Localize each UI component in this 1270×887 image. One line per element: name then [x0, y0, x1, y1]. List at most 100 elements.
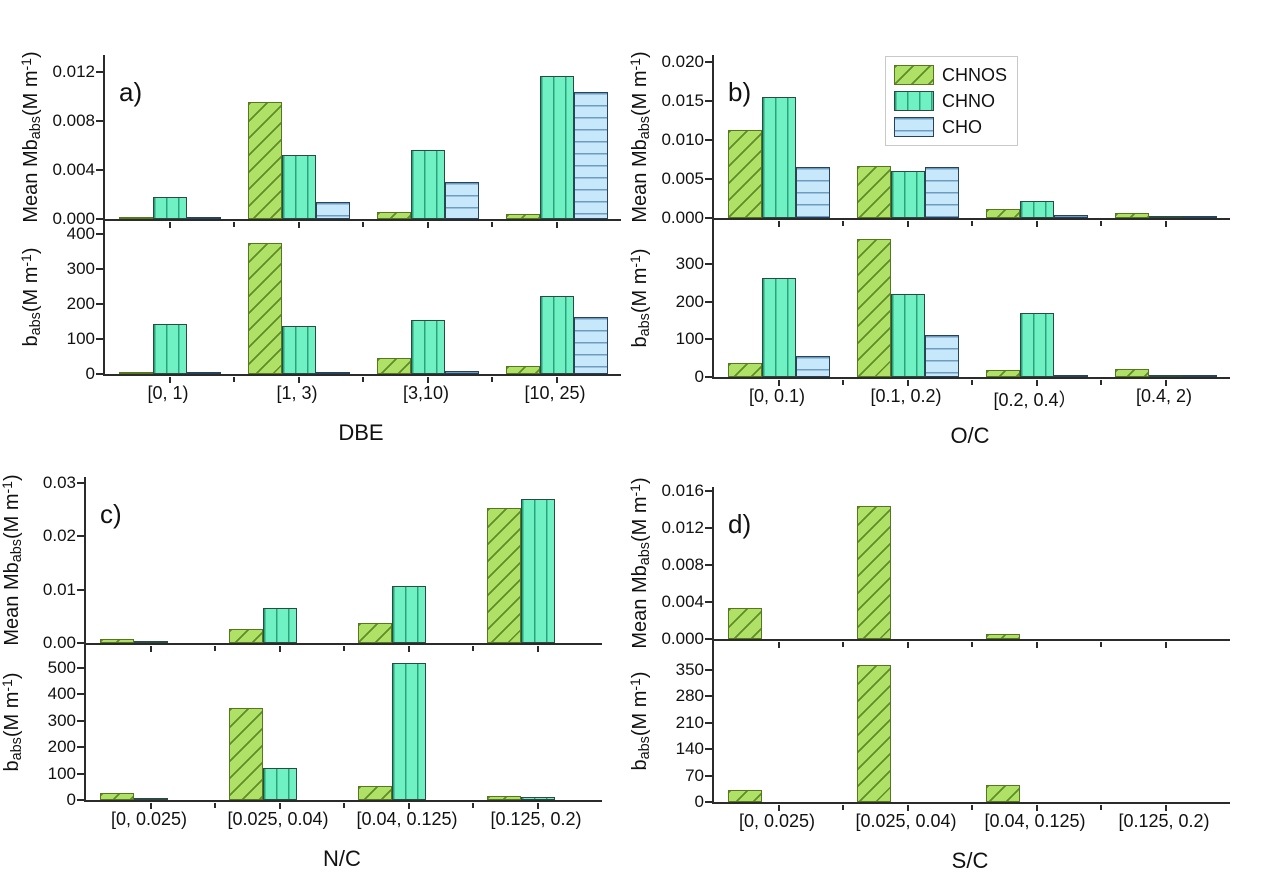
x-category-label: [0.1, 0.2) [870, 386, 942, 406]
y-tick-mark [705, 527, 712, 529]
bar-cho-cat0 [796, 167, 830, 218]
axis-label-fragment: (M m [1, 691, 24, 738]
bar-chnos-cat0 [100, 793, 134, 800]
x-category-label: [0.4, 2) [1135, 386, 1193, 406]
x-tick-mark [298, 222, 300, 228]
bar-chnos-cat1 [857, 166, 891, 218]
legend-row: CHNOS [894, 62, 1007, 88]
bar-chnos-cat2 [377, 212, 411, 219]
y-tick-mark [96, 338, 103, 340]
y-tick-mark [77, 642, 84, 644]
y-tick-mark [96, 268, 103, 270]
x-tick-mark [907, 642, 909, 648]
x-tick-mark [169, 377, 171, 383]
axis-label-fragment: ) [629, 671, 652, 679]
x-category-label: [0.025, 0.04) [855, 811, 957, 831]
bar-cho-cat2 [1054, 215, 1088, 218]
x-minor-tick-mark [842, 805, 844, 810]
bar-cho-cat3 [574, 317, 608, 374]
legend-row: CHNO [894, 88, 1007, 114]
y-tick-mark [705, 301, 712, 303]
bar-chno-cat0 [153, 197, 187, 219]
x-category-label: [0, 1) [147, 383, 189, 403]
y-tick-mark [705, 263, 712, 265]
x-tick-mark [778, 642, 780, 648]
bar-chno-cat3 [540, 76, 574, 219]
axis-label-fragment: Mean Mb [629, 139, 652, 223]
axis-label-fragment: -1 [18, 58, 35, 71]
y-tick-mark [96, 373, 103, 375]
x-minor-tick-mark [1100, 380, 1102, 385]
y-tick-label: 140 [675, 739, 704, 758]
x-category-label: [0.025, 0.04) [227, 809, 329, 829]
y-axis-label-bottom: babs(M m-1) [627, 672, 653, 771]
y-tick-mark [705, 638, 712, 640]
y-axis-label-top: Mean Mbabs(M m-1) [18, 51, 44, 222]
x-minor-tick-mark [1100, 642, 1102, 647]
bar-cho-cat1 [925, 167, 959, 218]
x-category-label: [0.04, 0.125) [356, 809, 458, 829]
y-tick-label: 0.010 [661, 130, 704, 149]
x-category-label: [0.2, 0.4） [993, 390, 1077, 410]
y-tick-mark [705, 178, 712, 180]
axis-label-fragment: (M m [629, 70, 652, 117]
panel-letter: c) [100, 499, 122, 529]
bar-chnos-cat2 [358, 623, 392, 643]
y-tick-mark [96, 169, 103, 171]
y-tick-label: 400 [66, 224, 95, 243]
y-tick-mark [705, 722, 712, 724]
bar-chnos-cat3 [1115, 213, 1149, 218]
panel-c: 0.00 0.01 0.02 0.03 Mean Mbabs(M m-1) 0 100 200… [0, 443, 635, 886]
y-tick-mark [705, 338, 712, 340]
x-category-label: [0, 0.1) [748, 386, 806, 406]
y-tick-label: 0.016 [661, 481, 704, 500]
bar-chnos-cat0 [728, 130, 762, 218]
x-category-label: [0.125, 0.2) [1118, 811, 1210, 831]
x-minor-tick-mark [971, 642, 973, 647]
subplot-top: 0.00 0.01 0.02 0.03 [43, 473, 602, 652]
x-minor-tick-mark [971, 380, 973, 385]
y-tick-label: 0 [694, 367, 704, 386]
x-tick-mark [150, 646, 152, 652]
subplot-top: 0.000 0.004 0.008 0.012 [52, 55, 621, 228]
y-tick-mark [77, 535, 84, 537]
axis-label-fragment: (M m [629, 267, 652, 314]
x-tick-mark [150, 803, 152, 809]
bar-chnos-cat2 [377, 358, 411, 374]
axis-label-fragment: -1 [18, 254, 35, 267]
x-minor-tick-mark [491, 377, 493, 382]
y-tick-label: 0.015 [661, 91, 704, 110]
legend-swatch-cho [894, 117, 934, 137]
x-category-label: [0.125, 0.2) [490, 809, 582, 829]
bar-chnos-cat2 [986, 370, 1020, 377]
bar-chnos-cat0 [119, 372, 153, 374]
axis-label-fragment: ) [20, 51, 43, 59]
x-minor-tick-mark [214, 803, 216, 808]
bar-chnos-cat3 [487, 796, 521, 800]
bar-chnos-cat2 [358, 786, 392, 800]
y-tick-mark [96, 120, 103, 122]
y-tick-label: 0 [66, 790, 76, 809]
axis-label-fragment: abs [8, 539, 25, 563]
bar-chno-cat1 [263, 608, 297, 643]
axis-label-fragment: b [629, 336, 652, 348]
panel-b: 0.000 0.005 0.010 0.015 0.020 Mean Mbabs(M m-… [627, 0, 1270, 448]
axis-label-fragment: Mean Mb [20, 139, 43, 223]
bar-chno-cat2 [1020, 201, 1054, 218]
x-category-label: [0, 0.025) [110, 809, 188, 829]
x-minor-tick-mark [491, 222, 493, 227]
bar-cho-cat3 [1183, 375, 1217, 377]
y-tick-label: 0.008 [661, 555, 704, 574]
axis-label-fragment: abs [8, 737, 25, 761]
bar-chno-cat0 [762, 97, 796, 218]
x-tick-mark [408, 803, 410, 809]
bar-chnos-cat1 [229, 708, 263, 800]
x-tick-mark [298, 377, 300, 383]
bar-chnos-cat1 [857, 506, 891, 639]
y-axis-label-top: Mean Mbabs(M m-1) [627, 51, 653, 222]
axis-label-fragment: b [629, 759, 652, 771]
legend: CHNOS CHNO CHO [885, 56, 1019, 146]
x-tick-mark [408, 646, 410, 652]
x-minor-tick-mark [842, 380, 844, 385]
y-tick-label: 0.008 [52, 111, 95, 130]
